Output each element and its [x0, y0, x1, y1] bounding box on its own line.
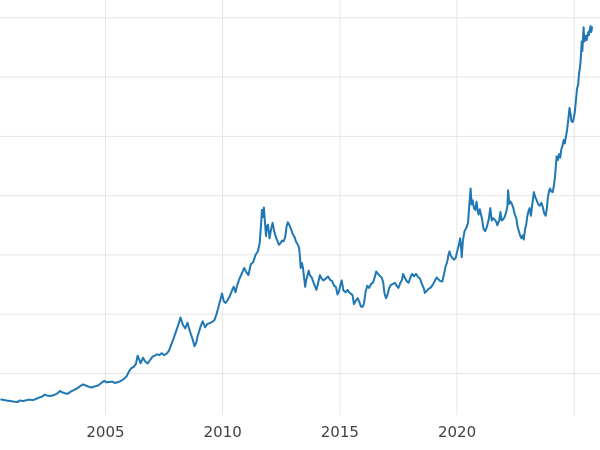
price-series-line	[0, 25, 593, 403]
x-tick-label: 2005	[86, 423, 125, 441]
x-tick-label: 2010	[203, 423, 242, 441]
x-tick-label: 2020	[437, 423, 477, 441]
x-tick-label: 2015	[320, 423, 359, 441]
